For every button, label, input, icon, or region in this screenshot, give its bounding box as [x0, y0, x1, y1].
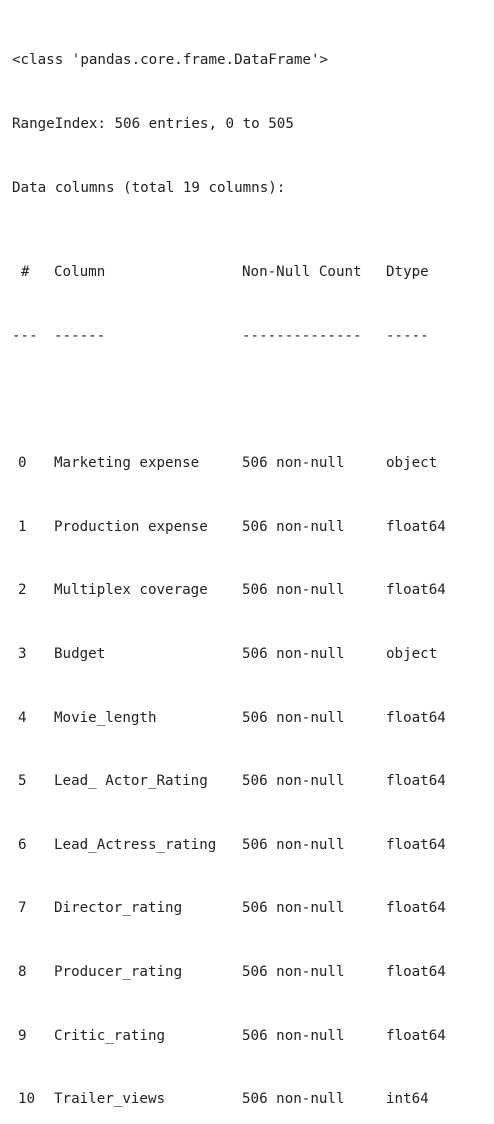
- row-count: 506 non-null: [242, 900, 345, 917]
- row-index: 5: [18, 773, 27, 790]
- table-row: 8 Producer_rating 506 non-null float64: [12, 962, 494, 983]
- row-index: 1: [18, 518, 27, 535]
- row-column: Director_rating: [54, 900, 183, 917]
- row-dtype: float64: [386, 963, 446, 980]
- row-column: Marketing expense: [54, 455, 200, 472]
- row-count: 506 non-null: [242, 773, 345, 790]
- range-index-line: RangeIndex: 506 entries, 0 to 505: [12, 116, 294, 132]
- header-dtype: Dtype: [386, 264, 429, 281]
- row-dtype: int64: [386, 1091, 429, 1108]
- row-dtype: float64: [386, 773, 446, 790]
- row-dtype: float64: [386, 900, 446, 917]
- row-dtype: float64: [386, 1027, 446, 1044]
- table-row: 1 Production expense 506 non-null float64: [12, 517, 494, 538]
- row-index: 4: [18, 709, 27, 726]
- table-row: 10 Trailer_views 506 non-null int64: [12, 1089, 494, 1110]
- row-count: 506 non-null: [242, 455, 345, 472]
- row-column: Budget: [54, 645, 106, 662]
- separator-index: ---: [12, 327, 38, 344]
- row-count: 506 non-null: [242, 518, 345, 535]
- row-column: Producer_rating: [54, 963, 183, 980]
- row-dtype: object: [386, 455, 438, 472]
- table-row: 2 Multiplex coverage 506 non-null float64: [12, 580, 494, 601]
- row-dtype: float64: [386, 709, 446, 726]
- row-index: 8: [18, 963, 27, 980]
- row-index: 0: [18, 455, 27, 472]
- table-separator: --- ------ -------------- -----: [12, 326, 494, 347]
- row-column: Lead_Actress_rating: [54, 836, 217, 853]
- row-count: 506 non-null: [242, 582, 345, 599]
- row-index: 3: [18, 645, 27, 662]
- row-column: Production expense: [54, 518, 208, 535]
- table-row: 4 Movie_length 506 non-null float64: [12, 708, 494, 729]
- header-count: Non-Null Count: [242, 264, 362, 281]
- table-row: 6 Lead_Actress_rating 506 non-null float64: [12, 835, 494, 856]
- row-count: 506 non-null: [242, 1027, 345, 1044]
- table-row: 0 Marketing expense 506 non-null object: [12, 453, 494, 474]
- class-line: <class 'pandas.core.frame.DataFrame'>: [12, 52, 329, 69]
- row-index: 6: [18, 836, 27, 853]
- row-count: 506 non-null: [242, 709, 345, 726]
- table-row: 7 Director_rating 506 non-null float64: [12, 898, 494, 919]
- table-body: 0 Marketing expense 506 non-null object 1 Pr…: [12, 411, 494, 1124]
- table-header: # Column Non-Null Count Dtype: [12, 262, 494, 283]
- separator-column: ------: [54, 327, 106, 344]
- separator-count: --------------: [242, 327, 362, 344]
- table-row: 5 Lead_ Actor_Rating 506 non-null float64: [12, 771, 494, 792]
- row-count: 506 non-null: [242, 1091, 345, 1108]
- row-column: Multiplex coverage: [54, 582, 208, 599]
- row-count: 506 non-null: [242, 645, 345, 662]
- data-columns-line: Data columns (total 19 columns):: [12, 179, 286, 196]
- row-column: Movie_length: [54, 709, 157, 726]
- row-column: Trailer_views: [54, 1091, 166, 1108]
- row-count: 506 non-null: [242, 963, 345, 980]
- header-column: Column: [54, 264, 106, 281]
- dataframe-info-output: <class 'pandas.core.frame.DataFrame'> Ra…: [12, 52, 494, 1107]
- row-index: 7: [18, 900, 27, 917]
- table-row: 3 Budget 506 non-null object: [12, 644, 494, 665]
- row-column: Critic_rating: [54, 1027, 166, 1044]
- row-dtype: float64: [386, 836, 446, 853]
- row-column: Lead_ Actor_Rating: [54, 773, 208, 790]
- row-dtype: float64: [386, 582, 446, 599]
- row-dtype: float64: [386, 518, 446, 535]
- header-index: #: [21, 264, 30, 281]
- row-index: 9: [18, 1027, 27, 1044]
- table-row: 9 Critic_rating 506 non-null float64: [12, 1026, 494, 1047]
- row-index: 2: [18, 582, 27, 599]
- separator-dtype: -----: [386, 327, 429, 344]
- row-dtype: object: [386, 645, 438, 662]
- row-index: 10: [18, 1091, 36, 1108]
- row-count: 506 non-null: [242, 836, 345, 853]
